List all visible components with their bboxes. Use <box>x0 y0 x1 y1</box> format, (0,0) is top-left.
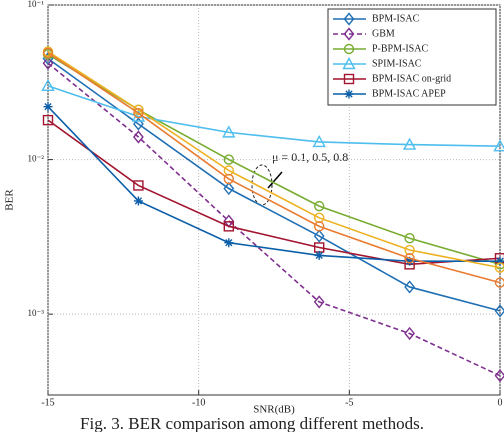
series-line <box>48 63 500 375</box>
annotation: μ = 0.1, 0.5, 0.8 <box>272 150 348 164</box>
x-tick-label: -10 <box>192 397 205 408</box>
legend-label: BPM-ISAC APEP <box>372 88 446 99</box>
marker <box>44 102 53 111</box>
marker <box>315 251 324 260</box>
legend-marker <box>345 90 354 99</box>
caption: Fig. 3. BER comparison among different m… <box>80 414 424 432</box>
legend-label: BPM-ISAC on-grid <box>372 73 451 84</box>
x-tick-label: -15 <box>41 397 54 408</box>
series-line <box>48 120 500 264</box>
y-tick-label: 10⁻³ <box>28 308 45 318</box>
y-tick-label: 10⁻² <box>28 154 45 164</box>
legend-label: GBM <box>372 28 395 39</box>
legend-label: P-BPM-ISAC <box>372 43 428 54</box>
x-tick-label: 0 <box>498 397 503 408</box>
y-tick-label: 10⁻¹ <box>28 0 45 9</box>
marker <box>134 196 143 205</box>
legend-label: SPIM-ISAC <box>372 58 422 69</box>
marker <box>224 238 233 247</box>
x-tick-label: -5 <box>345 397 353 408</box>
y-axis-label: BER <box>4 189 16 211</box>
series-line <box>48 107 500 262</box>
legend-label: BPM-ISAC <box>372 13 420 24</box>
